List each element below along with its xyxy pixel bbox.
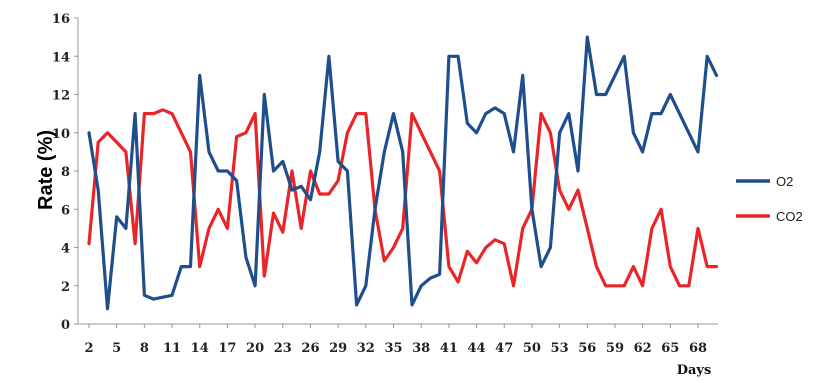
y-axis-title: Rate (%)	[35, 130, 57, 210]
y-tick-label: 2	[61, 280, 70, 295]
x-tick-label: 35	[384, 341, 402, 356]
y-tick-label: 14	[52, 50, 70, 65]
x-tick-label: 17	[218, 341, 236, 356]
x-axis-title: Days	[677, 363, 712, 378]
x-tick-label: 47	[495, 341, 513, 356]
y-tick-label: 6	[61, 203, 70, 218]
x-tick-label: 26	[301, 341, 319, 356]
x-tick-label: 38	[412, 341, 430, 356]
legend-label-o2: O2	[776, 174, 793, 189]
x-tick-label: 62	[634, 341, 652, 356]
x-tick-label: 14	[191, 341, 209, 356]
x-tick-label: 5	[112, 341, 121, 356]
series-lines	[87, 35, 719, 311]
x-tick-label: 59	[606, 341, 624, 356]
x-tick-label: 56	[578, 341, 596, 356]
series-line-co2	[87, 108, 719, 288]
x-tick-label: 8	[140, 341, 149, 356]
x-tick-label: 68	[689, 341, 707, 356]
y-tick-label: 10	[52, 127, 70, 142]
x-tick-label: 50	[523, 341, 541, 356]
y-tick-label: 8	[61, 165, 70, 180]
x-tick-label: 53	[551, 341, 569, 356]
x-tick-label: 41	[440, 341, 458, 356]
y-tick-label: 16	[52, 12, 70, 27]
x-tick-label: 11	[163, 341, 181, 356]
y-tick-label: 4	[61, 242, 70, 257]
legend: O2 CO2	[736, 174, 803, 224]
x-tick-label: 23	[274, 341, 292, 356]
x-tick-label: 44	[467, 341, 485, 356]
x-tick-label: 2	[84, 341, 93, 356]
x-tick-label: 20	[246, 341, 264, 356]
series-line-o2	[87, 35, 719, 311]
y-tick-label: 12	[52, 89, 70, 104]
legend-label-co2: CO2	[776, 209, 803, 224]
x-tick-label: 65	[661, 341, 679, 356]
x-tick-label: 32	[357, 341, 375, 356]
x-tick-label: 29	[329, 341, 347, 356]
y-tick-label: 0	[61, 318, 70, 333]
axes	[74, 17, 718, 328]
